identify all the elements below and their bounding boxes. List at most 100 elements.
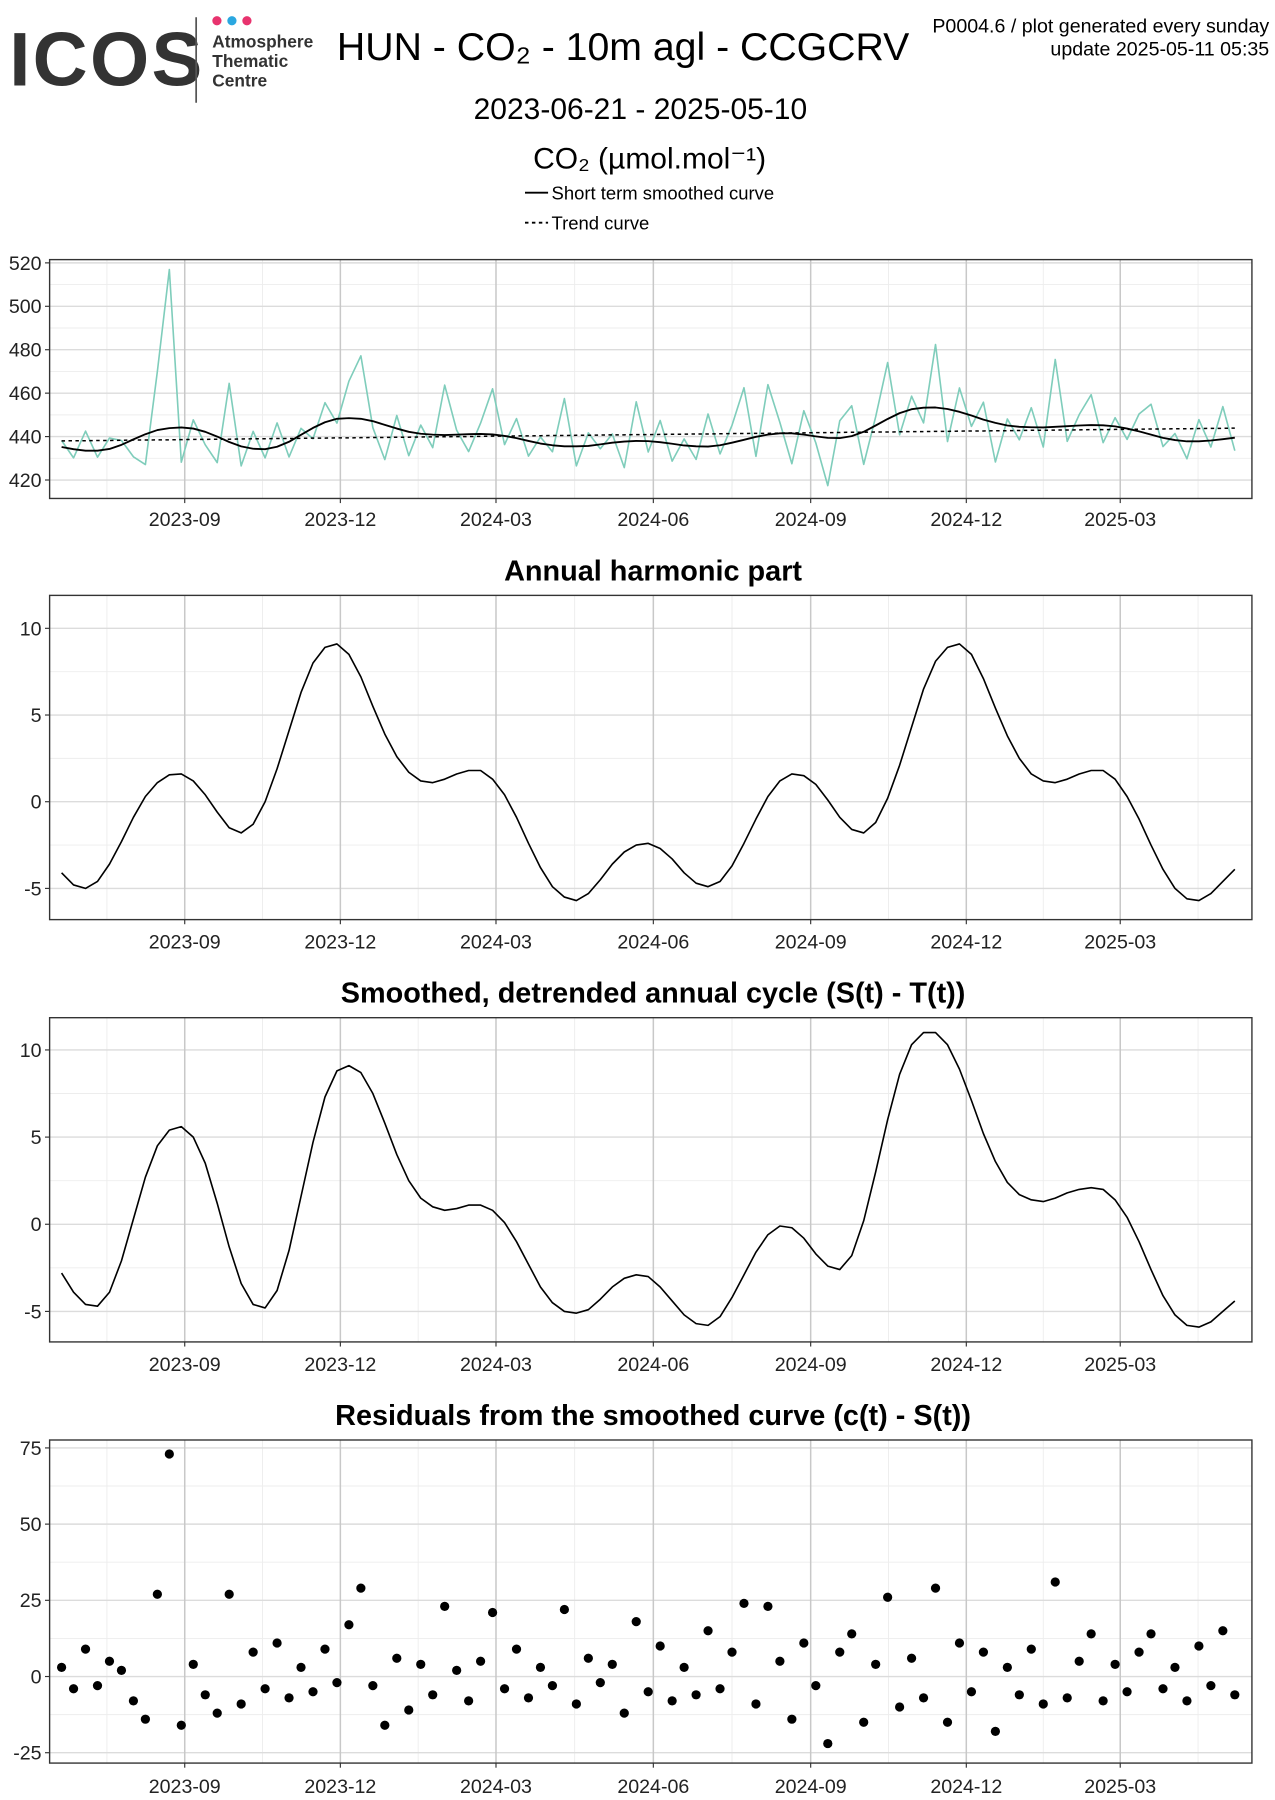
- point: [559, 1604, 570, 1615]
- plot-background: [49, 595, 1252, 920]
- observation-line: [60, 1031, 1236, 1328]
- point: [1218, 1626, 1228, 1636]
- y-axis-label: CO₂ (µmol.mol⁻¹): [533, 142, 766, 175]
- point: [248, 1647, 258, 1657]
- plot-background: [49, 1017, 1252, 1342]
- marks: [56, 1449, 1240, 1749]
- y-tick-label: 0: [31, 792, 42, 814]
- point: [763, 1601, 773, 1612]
- point: [1062, 1693, 1072, 1703]
- plot-background: [49, 1440, 1252, 1764]
- point: [284, 1693, 294, 1703]
- point: [679, 1662, 689, 1672]
- point: [440, 1601, 450, 1612]
- point: [1050, 1577, 1060, 1587]
- point: [835, 1647, 845, 1657]
- point: [655, 1641, 665, 1651]
- point: [68, 1684, 79, 1694]
- x-tick-label: 2024-12: [930, 509, 1002, 531]
- point: [56, 1662, 67, 1672]
- point: [942, 1717, 953, 1727]
- x-tick-label: 2024-06: [617, 1354, 689, 1376]
- observation-line: [60, 268, 1236, 487]
- x-tick-label: 2023-09: [149, 931, 221, 953]
- x-tick-label: 2024-12: [930, 1776, 1002, 1798]
- point: [571, 1699, 581, 1709]
- point: [1038, 1699, 1048, 1709]
- point: [1002, 1662, 1012, 1672]
- point: [787, 1714, 797, 1724]
- x-tick-label: 2025-03: [1084, 931, 1156, 953]
- point: [727, 1647, 737, 1657]
- observation-line: [61, 643, 1236, 902]
- point: [631, 1617, 641, 1627]
- point: [188, 1659, 198, 1669]
- point: [847, 1629, 857, 1639]
- y-tick-label: 0: [31, 1666, 42, 1688]
- y-tick-label: 5: [31, 705, 42, 727]
- point: [583, 1653, 593, 1663]
- x-tick-label: 2023-12: [304, 1776, 376, 1798]
- point: [906, 1653, 917, 1663]
- update-time: update 2025-05-11 05:35: [1050, 38, 1269, 60]
- point: [392, 1653, 402, 1663]
- point: [356, 1583, 366, 1593]
- period: 2023-06-21 - 2025-05-10: [474, 93, 808, 126]
- header: ICOS Atmosphere Thematic Centre HUN - CO…: [9, 15, 1269, 175]
- point: [607, 1659, 617, 1669]
- y-tick-label: 420: [9, 470, 42, 492]
- panel: Smoothed, detrended annual cycle (S(t) -…: [20, 978, 1253, 1376]
- y-tick-label: 50: [20, 1514, 42, 1536]
- panel: 420 440 460 480 500 520 2023-09 2023-12 2024-03 2…: [9, 253, 1253, 531]
- x-tick-label: 2024-09: [775, 509, 847, 531]
- y-tick-label: 25: [20, 1590, 42, 1612]
- point: [691, 1690, 701, 1700]
- x-tick-label: 2023-12: [304, 1354, 376, 1376]
- point: [883, 1592, 893, 1602]
- point: [368, 1681, 378, 1691]
- point: [894, 1702, 905, 1712]
- panel-title: Annual harmonic part: [504, 555, 802, 587]
- point: [703, 1626, 713, 1636]
- x-tick-label: 2024-12: [930, 1354, 1002, 1376]
- logo-dot: [242, 16, 252, 26]
- point: [452, 1665, 462, 1676]
- point: [332, 1677, 342, 1688]
- point: [859, 1717, 869, 1727]
- x-tick-label: 2024-12: [930, 931, 1002, 953]
- y-tick-label: -25: [13, 1743, 41, 1765]
- logo-dot: [227, 16, 237, 26]
- plot-border: [48, 1439, 1253, 1764]
- x-tick-label: 2024-09: [775, 1354, 847, 1376]
- point: [164, 1449, 174, 1459]
- point: [272, 1638, 282, 1648]
- point: [1146, 1629, 1156, 1639]
- point: [92, 1681, 103, 1691]
- point: [80, 1644, 91, 1654]
- point: [464, 1696, 474, 1706]
- legend-label: Trend curve: [552, 213, 650, 234]
- point: [715, 1684, 725, 1694]
- point: [1182, 1696, 1192, 1706]
- point: [380, 1720, 390, 1730]
- plot-border: [48, 1016, 1253, 1343]
- x-tick-label: 2023-09: [149, 509, 221, 531]
- point: [404, 1705, 414, 1715]
- y-tick-label: 5: [31, 1127, 42, 1149]
- panel: Annual harmonic part -5 0 5 10 2023-09 2023-12…: [20, 555, 1253, 953]
- point: [200, 1690, 210, 1700]
- point: [140, 1714, 151, 1724]
- point: [667, 1696, 677, 1706]
- panel-title: Residuals from the smoothed curve (c(t) …: [335, 1400, 971, 1432]
- plot-border: [48, 594, 1253, 921]
- point: [1110, 1659, 1120, 1669]
- point: [1026, 1644, 1036, 1654]
- y-tick-label: 500: [9, 296, 42, 318]
- point: [811, 1681, 821, 1691]
- point: [1122, 1687, 1132, 1697]
- point: [1194, 1641, 1204, 1651]
- panel-title: Smoothed, detrended annual cycle (S(t) -…: [341, 978, 966, 1010]
- y-tick-label: 75: [20, 1438, 42, 1460]
